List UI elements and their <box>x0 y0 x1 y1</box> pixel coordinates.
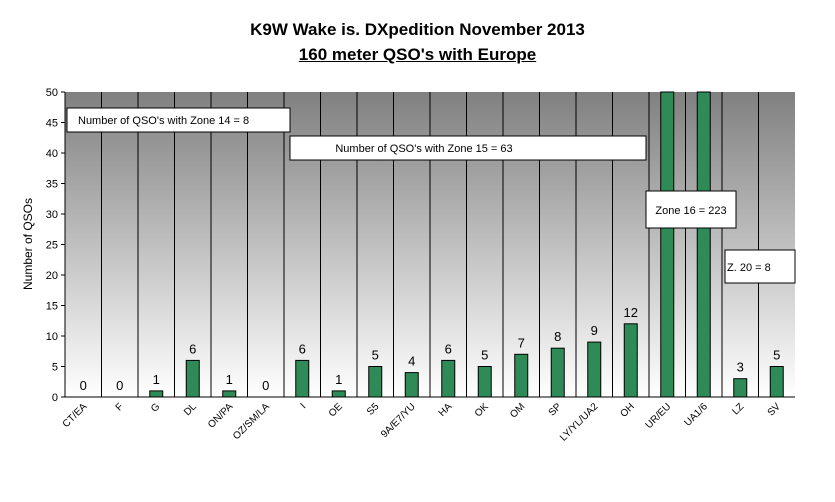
data-label: 1 <box>335 372 342 387</box>
y-tick-label: 40 <box>46 148 58 160</box>
bar-G <box>149 390 164 398</box>
data-label: 0 <box>262 378 269 393</box>
category-label: OM <box>508 401 527 420</box>
bar-UR/EU <box>660 91 675 398</box>
bar-LZ <box>733 378 748 398</box>
data-label: 6 <box>445 341 452 356</box>
annotation-text: Number of QSO's with Zone 14 = 8 <box>78 115 249 127</box>
category-label: G <box>149 401 162 414</box>
bar-S5 <box>368 366 383 398</box>
category-label: 9A/E7/YU <box>379 401 418 440</box>
data-label: 6 <box>189 341 196 356</box>
bar-SV <box>769 366 784 398</box>
y-tick-label: 30 <box>46 209 58 221</box>
y-tick-label: 50 <box>46 87 58 99</box>
data-label: 0 <box>80 378 87 393</box>
category-label: UR/EU <box>644 401 674 431</box>
bar-DL <box>185 359 200 398</box>
category-label: SP <box>547 401 564 418</box>
bar-LY/YL/UA2 <box>587 341 602 398</box>
annotation-box <box>289 135 647 161</box>
bar-OK <box>477 366 492 398</box>
data-label: 8 <box>554 329 561 344</box>
data-label: 1 <box>153 372 160 387</box>
annotation-text: Number of QSO's with Zone 15 = 63 <box>335 143 512 155</box>
category-label: OZ/SM/LA <box>231 401 272 442</box>
data-label: 1 <box>226 372 233 387</box>
data-label: 0 <box>116 378 123 393</box>
data-label: 6 <box>299 341 306 356</box>
category-label: ON/PA <box>206 401 235 430</box>
y-tick-label: 0 <box>52 392 58 404</box>
y-tick-label: 5 <box>52 362 58 374</box>
y-tick-label: 45 <box>46 118 58 130</box>
bar-UA1/6 <box>696 91 711 398</box>
category-label: F <box>114 401 126 413</box>
annotation-text: Z. 20 = 8 <box>727 262 771 274</box>
category-label: SV <box>766 401 783 418</box>
data-label: 12 <box>624 305 638 320</box>
chart-subtitle: 160 meter QSO's with Europe <box>298 45 537 64</box>
category-label: OH <box>618 401 636 419</box>
y-tick-label: 10 <box>46 331 58 343</box>
y-tick-label: 15 <box>46 301 58 313</box>
data-label: 5 <box>372 348 379 363</box>
bar-OE <box>331 390 346 398</box>
annotation-text: Zone 16 = 223 <box>655 205 726 217</box>
category-label: OK <box>473 401 491 419</box>
bar-OH <box>623 323 638 398</box>
y-tick-label: 25 <box>46 240 58 252</box>
bar-SP <box>550 347 565 398</box>
chart-title: K9W Wake is. DXpedition November 2013 <box>250 20 585 39</box>
annotation-box <box>724 249 796 284</box>
category-label: CT/EA <box>61 401 90 430</box>
data-label: 5 <box>773 348 780 363</box>
y-axis-label: Number of QSOs <box>21 198 35 290</box>
category-label: OE <box>327 401 345 419</box>
bar-I <box>295 359 310 398</box>
bar-9A/E7/YU <box>404 372 419 398</box>
bar-HA <box>441 359 456 398</box>
data-label: 5 <box>481 348 488 363</box>
y-tick-label: 35 <box>46 179 58 191</box>
category-label: UA1/6 <box>682 401 710 429</box>
y-tick-label: 20 <box>46 270 58 282</box>
category-label: LY/YL/UA2 <box>558 401 601 444</box>
bar-OM <box>514 353 529 398</box>
category-label: S5 <box>365 401 382 418</box>
annotation-box <box>645 190 737 229</box>
data-label: 3 <box>737 360 744 375</box>
category-label: HA <box>437 401 455 419</box>
category-label: I <box>299 401 309 411</box>
category-label: DL <box>182 401 199 418</box>
data-label: 4 <box>408 354 415 369</box>
bar-ON/PA <box>222 390 237 398</box>
category-label: LZ <box>730 401 746 417</box>
data-label: 9 <box>591 323 598 338</box>
data-label: 7 <box>518 335 525 350</box>
annotation-box <box>66 107 291 133</box>
